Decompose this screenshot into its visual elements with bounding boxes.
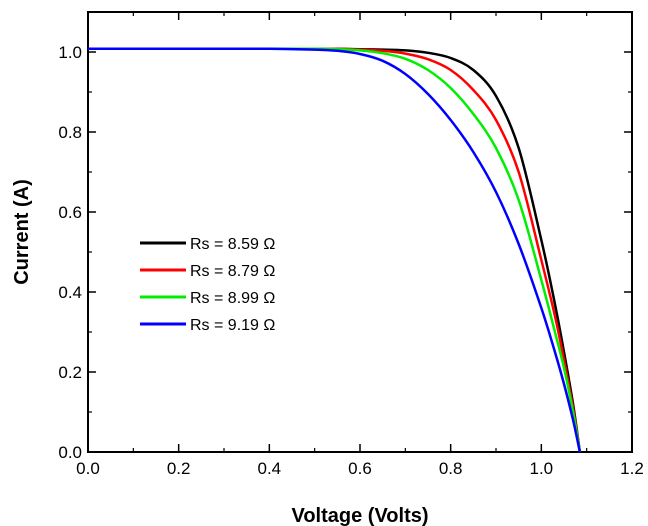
series-line-1 bbox=[88, 47, 582, 453]
x-tick-label: 1.2 bbox=[620, 459, 644, 478]
series-line-3 bbox=[88, 47, 582, 453]
series-lines bbox=[88, 47, 582, 453]
y-tick-label: 0.6 bbox=[58, 203, 82, 222]
y-tick-label: 1.0 bbox=[58, 43, 82, 62]
x-axis-title: Voltage (Volts) bbox=[291, 505, 428, 526]
legend-label-1: Rs = 8.59 Ω bbox=[190, 236, 275, 253]
series-line-4 bbox=[88, 47, 582, 453]
x-tick-label: 0.8 bbox=[439, 459, 463, 478]
series-line-2 bbox=[88, 47, 582, 453]
x-tick-label: 0.0 bbox=[76, 459, 100, 478]
legend: Rs = 8.59 Ω Rs = 8.79 Ω Rs = 8.99 Ω Rs = 9.… bbox=[140, 236, 275, 334]
y-tick-label: 0.0 bbox=[58, 443, 82, 462]
y-tick-label: 0.4 bbox=[58, 283, 82, 302]
axis-ticks: 0.0 0.2 0.4 0.6 0.8 1.0 1.2 0.0 0.2 0.4 0.6 0.8 1.0 bbox=[58, 11, 644, 478]
x-tick-label: 0.6 bbox=[348, 459, 372, 478]
legend-label-2: Rs = 8.79 Ω bbox=[190, 263, 275, 280]
legend-label-3: Rs = 8.99 Ω bbox=[190, 290, 275, 307]
y-axis-title: Current (A) bbox=[11, 179, 33, 285]
y-tick-label: 0.8 bbox=[58, 123, 82, 142]
x-tick-label: 1.0 bbox=[530, 459, 554, 478]
legend-label-4: Rs = 9.19 Ω bbox=[190, 317, 275, 334]
plot-border bbox=[87, 11, 633, 453]
y-tick-label: 0.2 bbox=[58, 363, 82, 382]
plot-frame bbox=[87, 11, 633, 453]
x-tick-label: 0.2 bbox=[167, 459, 191, 478]
x-tick-label: 0.4 bbox=[258, 459, 282, 478]
